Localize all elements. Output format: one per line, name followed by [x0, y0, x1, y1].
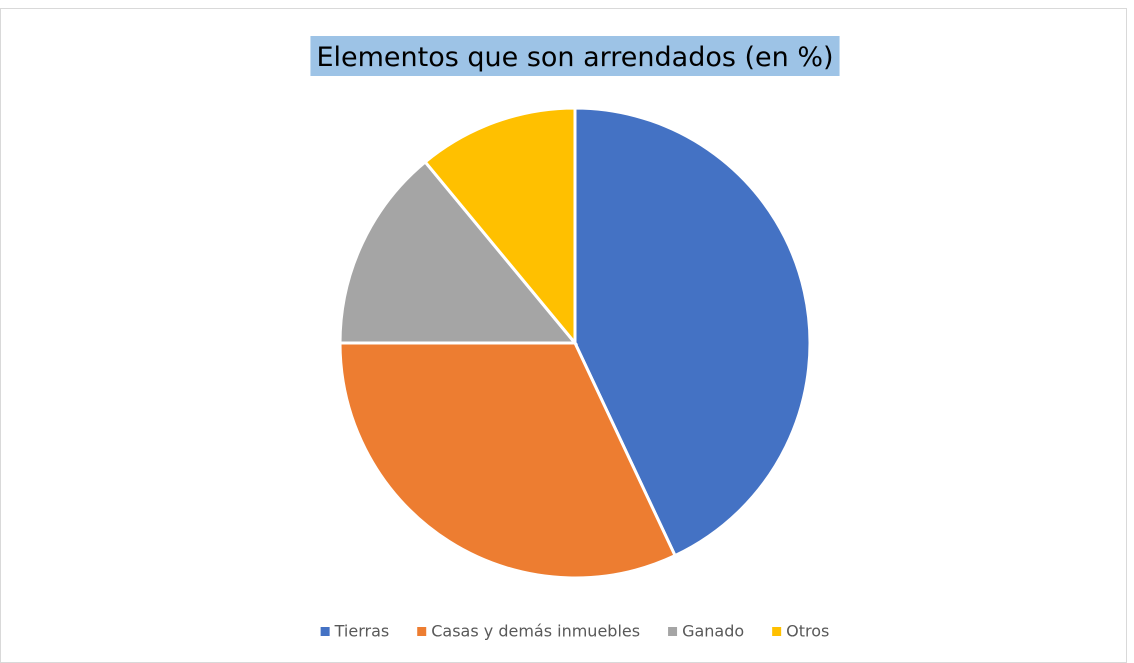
legend-label: Otros	[786, 622, 829, 641]
legend-swatch	[668, 627, 678, 636]
pie-slice	[338, 341, 678, 580]
legend-swatch	[417, 627, 427, 636]
legend-label: Casas y demás inmuebles	[431, 622, 640, 641]
legend-swatch	[320, 627, 330, 636]
title-background	[310, 36, 840, 76]
legend-swatch	[772, 627, 782, 636]
pie-slice	[573, 106, 812, 558]
legend-label: Tierras	[334, 622, 390, 641]
chart-title: Elementos que son arrendados (en %)	[316, 42, 833, 73]
legend-label: Ganado	[682, 622, 744, 641]
pie-slice	[338, 159, 579, 345]
pie-slice	[423, 106, 577, 348]
